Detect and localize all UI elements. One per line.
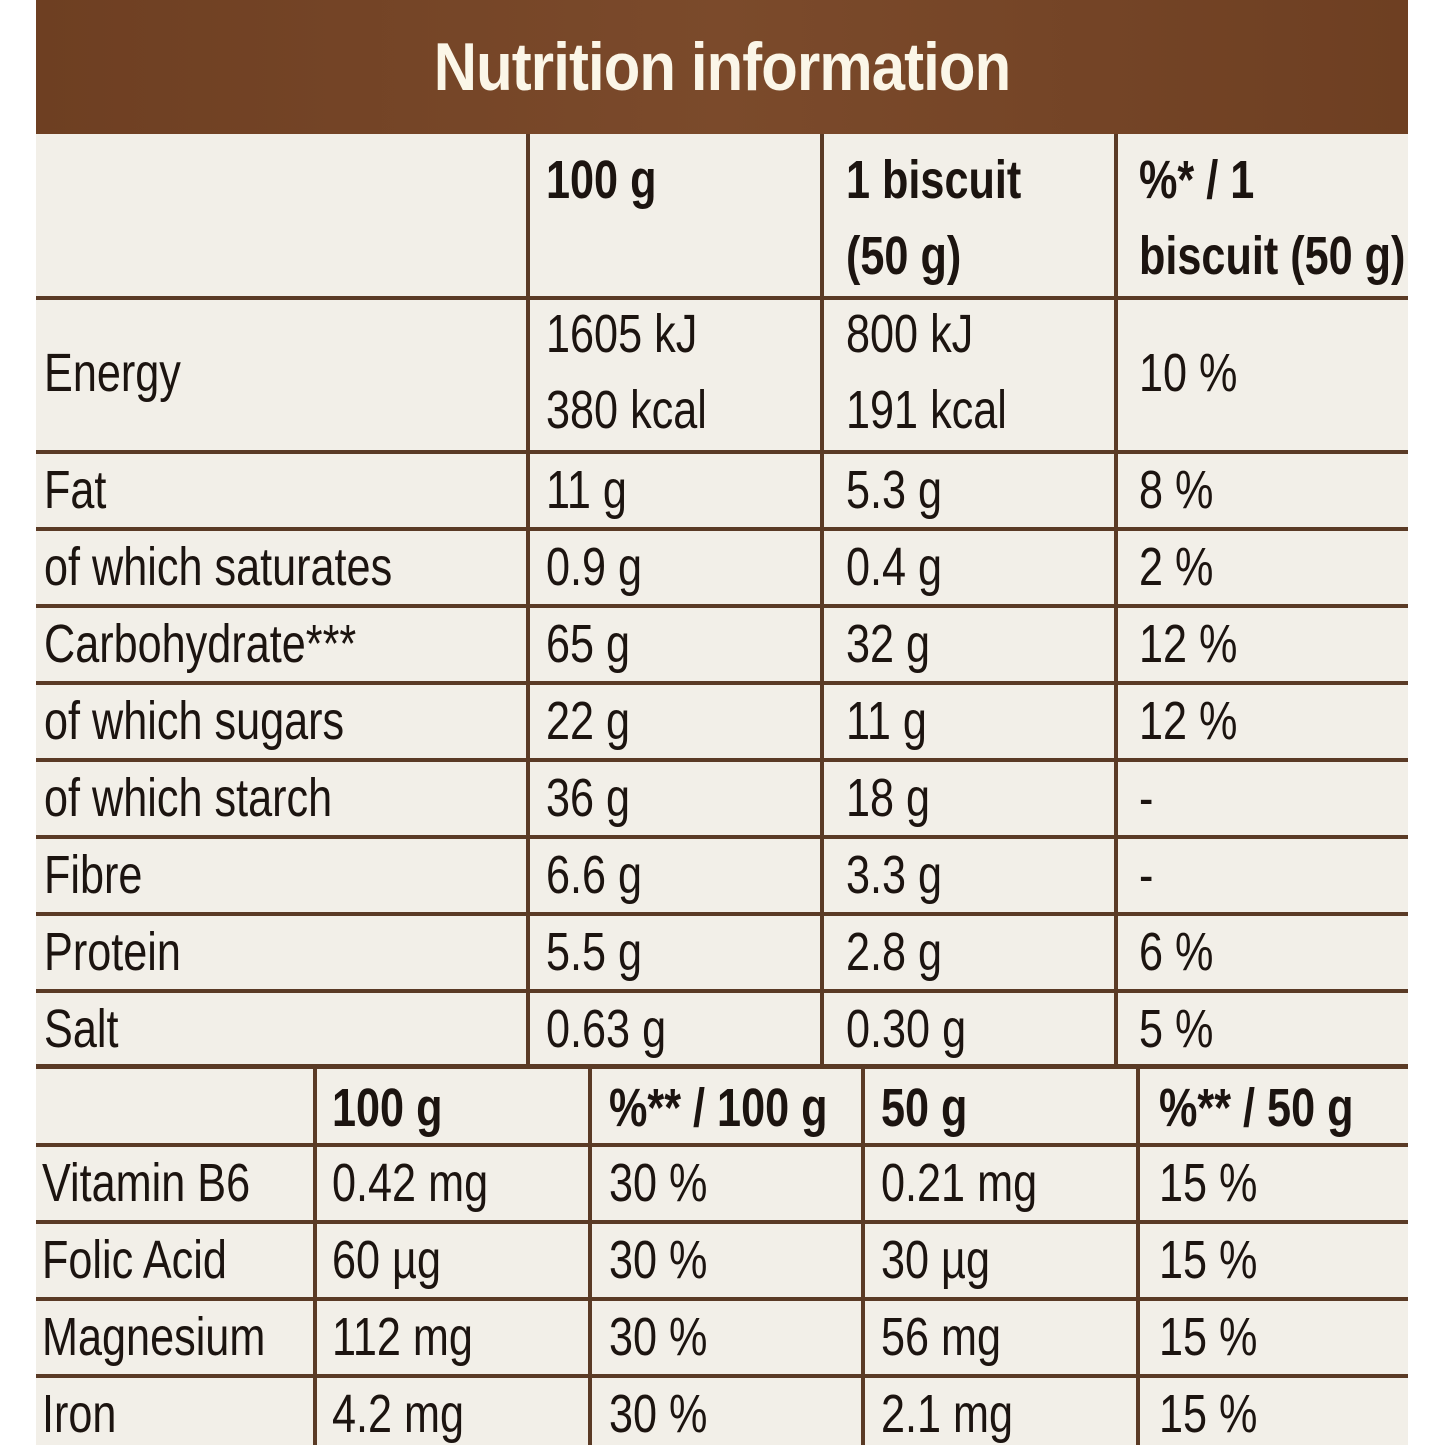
row-ri: 12 %	[1139, 614, 1238, 674]
main-row-divider	[36, 989, 1408, 993]
vit-row-label: Iron	[42, 1384, 117, 1444]
row-label: of which sugars	[44, 691, 345, 751]
vit-col-divider-1	[313, 1066, 317, 1445]
main-row-divider	[36, 296, 1408, 300]
vit-row-divider	[36, 1220, 1408, 1224]
energy-kcal-100g: 380 kcal	[546, 380, 707, 440]
title-banner: Nutrition information	[36, 0, 1408, 134]
vit-col-divider-2	[588, 1066, 592, 1445]
vit-row-label: Folic Acid	[42, 1230, 227, 1290]
nutrition-panel: Nutrition information 100 g 1 biscuit (5…	[36, 0, 1408, 1445]
main-row-divider	[36, 450, 1408, 454]
main-col-divider-3	[1114, 134, 1118, 1066]
vit-row-ri-100g: 30 %	[609, 1307, 708, 1367]
row-label: Fibre	[44, 845, 143, 905]
vit-header-ri-50g: %** / 50 g	[1159, 1078, 1354, 1138]
header-ri-line2: biscuit (50 g)	[1139, 226, 1406, 286]
row-ri: 2 %	[1139, 537, 1214, 597]
vit-row-value-50g: 0.21 mg	[881, 1153, 1038, 1213]
vit-row-ri-50g: 15 %	[1159, 1230, 1258, 1290]
row-value-100g: 0.63 g	[546, 999, 667, 1059]
vit-row-value-100g: 112 mg	[332, 1307, 473, 1367]
main-row-divider	[36, 912, 1408, 916]
vit-row-ri-100g: 30 %	[609, 1153, 708, 1213]
header-ri-line1: %* / 1	[1139, 150, 1255, 210]
row-ri: -	[1139, 845, 1154, 905]
vit-row-label: Vitamin B6	[42, 1153, 251, 1213]
energy-kcal-biscuit: 191 kcal	[846, 380, 1007, 440]
row-ri: 12 %	[1139, 691, 1238, 751]
row-value-100g: 65 g	[546, 614, 631, 674]
row-value-100g: 5.5 g	[546, 922, 643, 982]
row-ri: 6 %	[1139, 922, 1214, 982]
row-value-100g: 6.6 g	[546, 845, 643, 905]
row-label: Protein	[44, 922, 181, 982]
vit-row-ri-100g: 30 %	[609, 1230, 708, 1290]
main-row-divider	[36, 604, 1408, 608]
vit-row-value-50g: 30 µg	[881, 1230, 990, 1290]
row-value-biscuit: 0.4 g	[846, 537, 943, 597]
vit-row-value-50g: 2.1 mg	[881, 1384, 1014, 1444]
energy-kj-100g: 1605 kJ	[546, 304, 698, 364]
row-value-biscuit: 18 g	[846, 768, 931, 828]
vit-row-divider	[36, 1143, 1408, 1147]
vit-row-ri-50g: 15 %	[1159, 1153, 1258, 1213]
row-value-biscuit: 32 g	[846, 614, 931, 674]
vit-row-value-100g: 4.2 mg	[332, 1384, 465, 1444]
vit-col-divider-3	[861, 1066, 865, 1445]
row-label: Salt	[44, 999, 119, 1059]
energy-ri: 10 %	[1139, 343, 1238, 403]
main-row-divider	[36, 527, 1408, 531]
main-row-divider	[36, 835, 1408, 839]
row-value-biscuit: 3.3 g	[846, 845, 943, 905]
row-label: of which starch	[44, 768, 333, 828]
row-label: of which saturates	[44, 537, 393, 597]
main-col-divider-2	[820, 134, 824, 1066]
panel-title: Nutrition information	[433, 29, 1011, 105]
row-value-biscuit: 0.30 g	[846, 999, 967, 1059]
vit-row-value-100g: 0.42 mg	[332, 1153, 489, 1213]
energy-kj-biscuit: 800 kJ	[846, 304, 974, 364]
row-value-biscuit: 5.3 g	[846, 460, 943, 520]
row-ri: -	[1139, 768, 1154, 828]
header-per-biscuit-line1: 1 biscuit	[846, 150, 1022, 210]
row-ri: 5 %	[1139, 999, 1214, 1059]
vit-col-divider-4	[1136, 1066, 1140, 1445]
vit-row-value-100g: 60 µg	[332, 1230, 441, 1290]
vit-header-50g: 50 g	[881, 1078, 968, 1138]
row-value-100g: 0.9 g	[546, 537, 643, 597]
vit-row-ri-50g: 15 %	[1159, 1384, 1258, 1444]
main-col-divider-1	[526, 134, 530, 1066]
vit-row-divider	[36, 1374, 1408, 1378]
row-value-biscuit: 11 g	[846, 691, 927, 751]
main-row-divider	[36, 758, 1408, 762]
vit-row-value-50g: 56 mg	[881, 1307, 1002, 1367]
vit-header-100g: 100 g	[332, 1078, 443, 1138]
vit-row-divider	[36, 1297, 1408, 1301]
row-ri: 8 %	[1139, 460, 1214, 520]
row-value-100g: 36 g	[546, 768, 631, 828]
row-label: Fat	[44, 460, 107, 520]
row-value-biscuit: 2.8 g	[846, 922, 943, 982]
row-label: Carbohydrate***	[44, 614, 357, 674]
header-per-biscuit-line2: (50 g)	[846, 226, 962, 286]
energy-label: Energy	[44, 343, 181, 403]
tables-separator	[36, 1064, 1408, 1069]
vit-row-label: Magnesium	[42, 1307, 266, 1367]
vit-row-ri-50g: 15 %	[1159, 1307, 1258, 1367]
main-row-divider	[36, 681, 1408, 685]
vit-row-ri-100g: 30 %	[609, 1384, 708, 1444]
vit-header-ri-100g: %** / 100 g	[609, 1078, 828, 1138]
header-per-100g: 100 g	[546, 150, 657, 210]
row-value-100g: 22 g	[546, 691, 631, 751]
row-value-100g: 11 g	[546, 460, 627, 520]
